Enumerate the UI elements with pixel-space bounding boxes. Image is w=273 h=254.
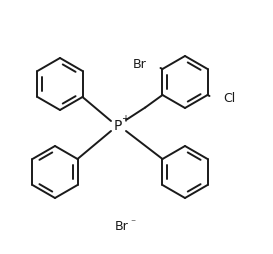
Text: Br: Br [133, 57, 147, 71]
Text: Cl: Cl [224, 91, 236, 104]
Text: +: + [121, 114, 129, 124]
Text: P: P [114, 119, 122, 133]
Text: ⁻: ⁻ [130, 218, 135, 228]
Text: Br: Br [115, 219, 129, 232]
